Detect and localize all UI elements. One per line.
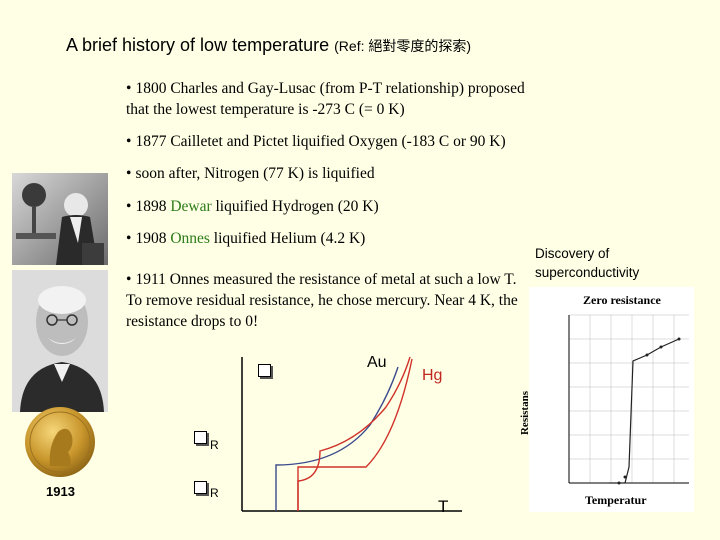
- bullet-1877: • 1877 Cailletet and Pictet liquified Oxy…: [126, 131, 576, 152]
- rho-r-icon-2: [194, 481, 207, 494]
- bullet-text: 1877 Cailletet and Pictet liquified Oxyg…: [135, 133, 506, 150]
- bullet-dot: •: [126, 230, 132, 247]
- bullet-text-pre: 1898: [135, 198, 171, 215]
- onnes-portrait: [12, 270, 108, 412]
- resistance-diagram: [241, 356, 462, 512]
- bullet-dot: •: [126, 133, 132, 150]
- hg-curve: [297, 356, 411, 511]
- nobel-medal: [25, 407, 95, 477]
- bullet-text-pre: 1908: [135, 230, 171, 247]
- bullet-1908: • 1908 Onnes liquified Helium (4.2 K): [126, 228, 526, 249]
- medal-year: 1913: [46, 484, 75, 499]
- bullet-dot: •: [126, 80, 132, 97]
- bullet-dot: •: [126, 271, 132, 288]
- discovery-caption: Discovery of superconductivity: [535, 246, 640, 280]
- inset-title: Zero resistance: [583, 293, 661, 307]
- inset-xlabel: Temperatur: [585, 493, 647, 507]
- rho-r-icon-1: [194, 431, 207, 444]
- rho-checkbox-icon: [258, 364, 271, 377]
- bullet-highlight-dewar: Dewar: [170, 198, 212, 215]
- bullet-nitrogen: • soon after, Nitrogen (77 K) is liquifie…: [126, 163, 526, 184]
- bullet-dot: •: [126, 165, 132, 182]
- au-label: Au: [367, 354, 387, 371]
- bullet-1898: • 1898 Dewar liquified Hydrogen (20 K): [126, 196, 526, 217]
- title-main: A brief history of low temperature: [66, 35, 330, 55]
- title-reference: (Ref: 絕對零度的探索): [334, 38, 472, 54]
- hg-label: Hg: [422, 367, 443, 384]
- t-label: T: [438, 497, 449, 516]
- bullet-1800: • 1800 Charles and Gay-Lusac (from P-T re…: [126, 78, 526, 120]
- bullet-text-post: liquified Helium (4.2 K): [209, 230, 366, 247]
- r-label-1: R: [210, 438, 219, 452]
- bullet-highlight-onnes: Onnes: [170, 230, 210, 247]
- onnes-plot: Zero resistance Resistans Temperatur: [519, 287, 694, 512]
- inset-plot-area: [568, 314, 689, 485]
- bullet-text-post: liquified Hydrogen (20 K): [211, 198, 379, 215]
- bullet-1911: • 1911 Onnes measured the resistance of m…: [126, 269, 518, 332]
- bullet-text: soon after, Nitrogen (77 K) is liquified: [135, 165, 375, 182]
- page-title: A brief history of low temperature (Ref:…: [66, 35, 471, 56]
- bullet-text: 1911 Onnes measured the resistance of me…: [126, 271, 518, 330]
- bullet-dot: •: [126, 198, 132, 215]
- hg-curve-drop: [297, 358, 413, 511]
- inset-points: [617, 337, 681, 485]
- bullet-text: 1800 Charles and Gay-Lusac (from P-T rel…: [126, 80, 525, 118]
- r-label-2: R: [210, 486, 219, 500]
- lab-photo: [12, 173, 108, 265]
- au-curve: [275, 366, 399, 511]
